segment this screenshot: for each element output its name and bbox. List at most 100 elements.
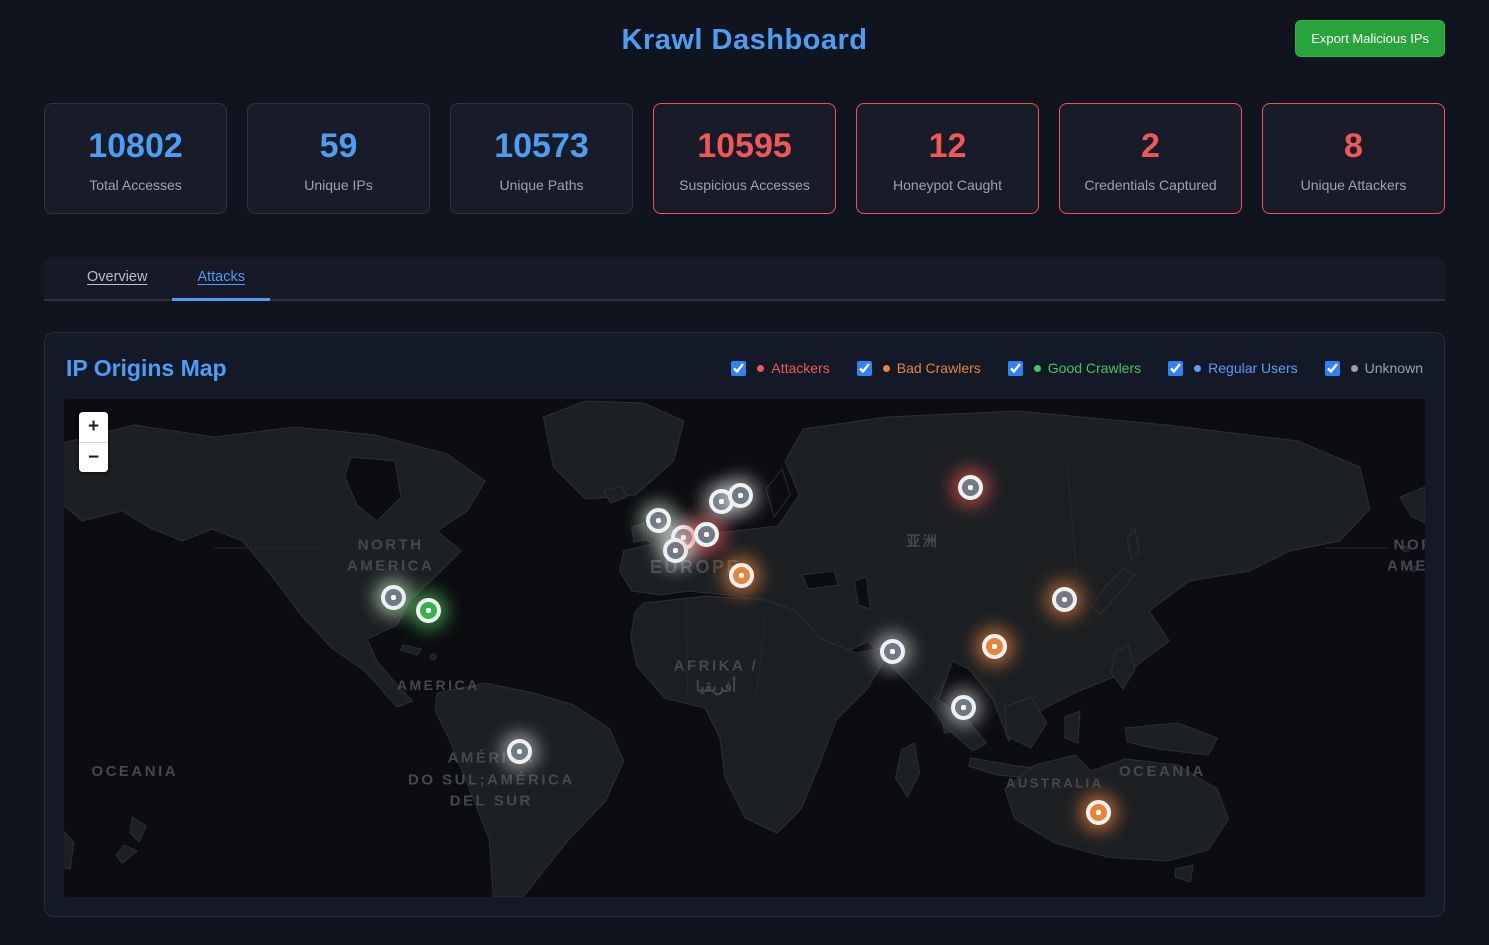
map-marker[interactable] [951,695,977,721]
island-new-zealand-north [129,815,147,843]
stat-label: Unique Paths [499,176,584,193]
continent-australia [1004,754,1229,862]
map-marker[interactable] [727,483,753,509]
stat-value: 2 [1141,127,1160,165]
map-marker[interactable] [1085,800,1111,826]
island-new-zealand-south [115,844,139,864]
legend-dot-icon [882,364,890,372]
land-fragment-right-edge [1399,486,1425,524]
stat-label: Credentials Captured [1084,176,1217,193]
legend-label: Bad Crawlers [896,360,981,377]
island-right-edge [1410,565,1417,572]
stat-value: 8 [1344,127,1363,165]
tab[interactable]: Attacks [172,257,270,301]
continent-africa [630,595,894,834]
legend-label: Unknown [1364,360,1423,377]
island-ireland [631,522,647,543]
water-baltic-sea [765,467,791,518]
island-cuba [400,644,422,656]
map-marker[interactable] [662,538,688,564]
map-panel-title: IP Origins Map [66,354,227,381]
map-zoom-control: + − [79,411,108,472]
water-hudson-bay [344,456,402,522]
legend-checkbox[interactable] [856,360,872,376]
island-iceland [602,485,628,504]
stats-row: 10802 Total Accesses 59 Unique IPs 10573… [44,103,1445,214]
legend-label: Good Crawlers [1047,360,1142,377]
tab-label: Overview [87,268,148,285]
tab-bar: Overview Attacks [44,256,1445,301]
country-border [825,518,927,580]
stat-label: Total Accesses [89,176,182,193]
water-black-sea [801,570,839,590]
tab-label: Attacks [197,268,245,285]
map-markers-layer [64,399,1425,897]
stat-card: 2 Credentials Captured [1059,103,1242,214]
legend-item: Unknown [1324,360,1423,377]
legend-dot-icon [1194,364,1202,372]
stat-value: 10573 [494,127,589,165]
country-border [705,548,712,589]
map-marker[interactable] [693,522,719,548]
legend-checkbox[interactable] [1324,360,1340,376]
stat-value: 12 [928,127,967,165]
zoom-out-button[interactable]: − [79,441,108,472]
legend-item: Good Crawlers [1007,360,1142,377]
export-malicious-ips-button[interactable]: Export Malicious IPs [1295,20,1445,57]
island-new-guinea [1124,722,1219,756]
legend-dot-icon [1033,364,1041,372]
map-marker[interactable] [880,639,906,665]
island-caribbean [429,653,437,661]
stat-label: Unique IPs [304,176,373,193]
page-title: Krawl Dashboard [621,24,868,56]
legend-dot-icon [1350,364,1358,372]
map-marker[interactable] [1051,587,1077,613]
stat-label: Unique Attackers [1300,176,1407,193]
stat-card: 59 Unique IPs [247,103,430,214]
tab[interactable]: Overview [62,257,172,301]
map-marker[interactable] [729,563,755,589]
stat-card: 10595 Suspicious Accesses [653,103,836,214]
world-map[interactable]: NORTH AMERICA NOR AMER AMERICA AMÉRICA D… [64,398,1425,897]
legend-label: Regular Users [1208,360,1298,377]
map-marker[interactable] [416,598,442,624]
map-legend: Attackers Bad Crawlers Good Crawlers [731,360,1423,376]
island-madagascar [894,742,921,798]
world-map-svg [64,400,1425,897]
legend-label: Attackers [771,360,830,377]
island-sakhalin [1126,527,1140,560]
stat-value: 59 [319,127,358,165]
legend-checkbox[interactable] [1007,360,1023,376]
legend-item: Bad Crawlers [856,360,981,377]
map-marker[interactable] [380,585,406,611]
map-marker[interactable] [982,634,1008,660]
country-border [1066,458,1078,579]
stat-label: Suspicious Accesses [679,176,810,193]
legend-checkbox[interactable] [731,360,747,376]
land-fragment-left-edge [64,830,75,870]
legend-item: Attackers [731,360,830,377]
island-tasmania [1174,864,1194,883]
map-marker[interactable] [646,508,672,534]
legend-checkbox[interactable] [1168,360,1184,376]
island-japan [1090,567,1135,615]
map-marker[interactable] [957,475,983,501]
map-marker[interactable] [507,739,533,765]
ip-origins-map-panel: IP Origins Map Attackers Bad Crawlers [44,331,1445,917]
stat-card: 10573 Unique Paths [450,103,633,214]
country-border [755,608,767,699]
stat-value: 10595 [697,127,792,165]
island-philippines [1110,644,1136,690]
continent-south-america [434,682,625,897]
island-borneo [1004,696,1048,749]
island-greenland [542,400,685,500]
legend-dot-icon [757,364,765,372]
island-right-edge [1402,545,1410,553]
water-caspian-sea [853,576,871,610]
zoom-in-button[interactable]: + [79,411,108,442]
island-sulawesi [1064,710,1081,744]
header: Krawl Dashboard Export Malicious IPs [44,0,1445,90]
stat-value: 10802 [88,127,183,165]
stat-label: Honeypot Caught [893,176,1002,193]
